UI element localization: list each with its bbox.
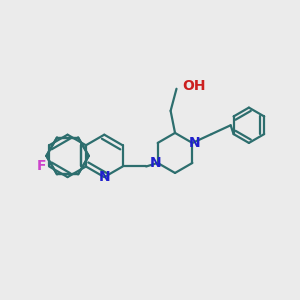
Text: N: N — [149, 156, 161, 170]
Text: N: N — [98, 170, 110, 184]
Text: F: F — [37, 160, 46, 173]
Text: N: N — [189, 136, 200, 150]
Text: OH: OH — [182, 79, 205, 93]
